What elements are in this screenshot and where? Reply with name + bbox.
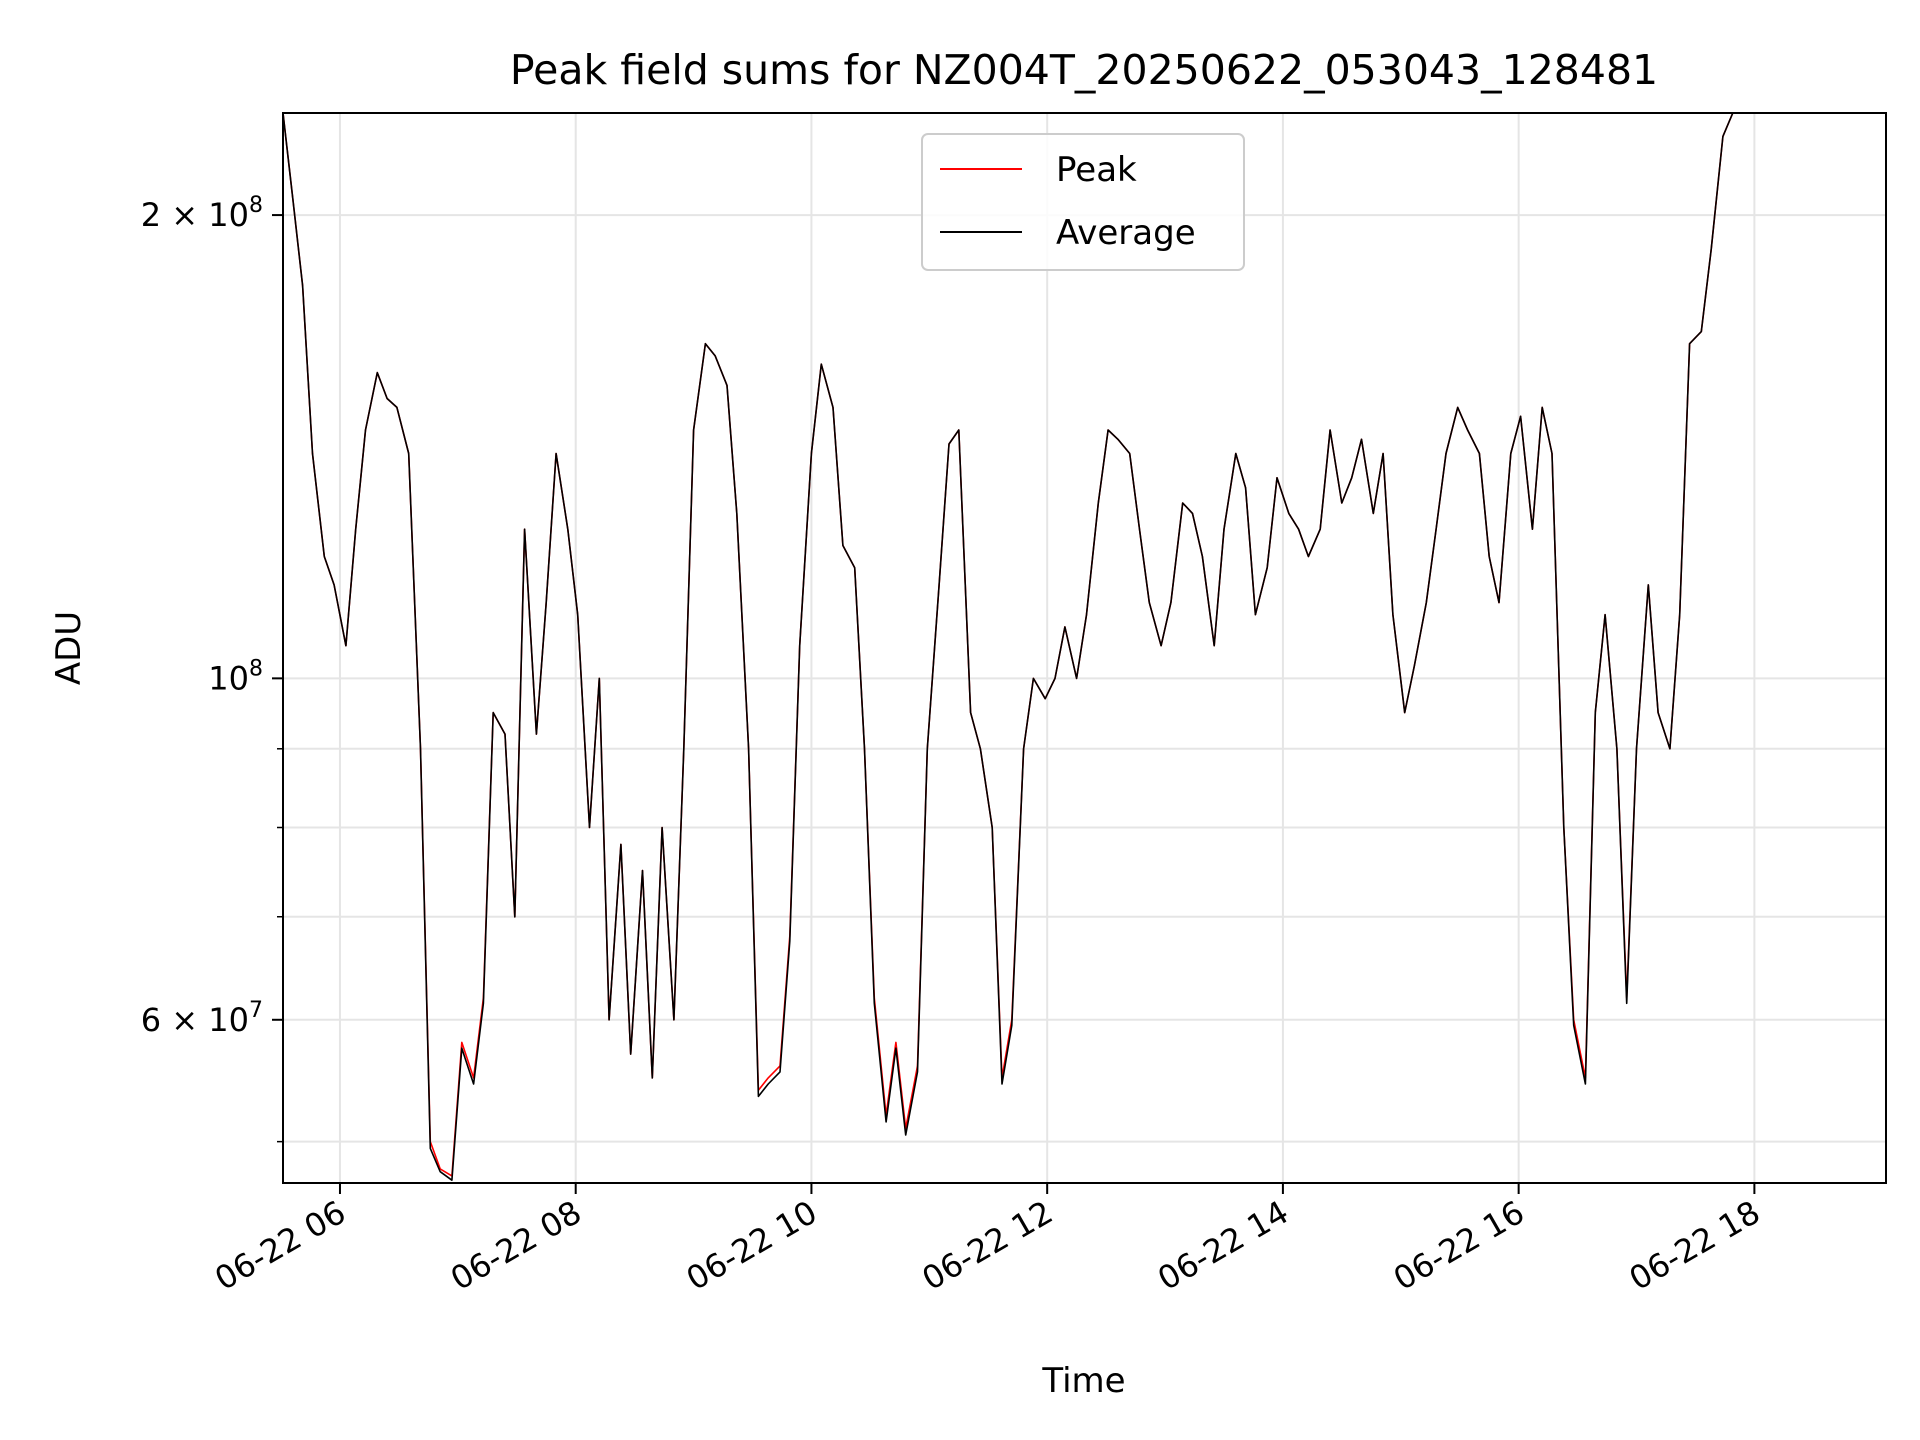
legend: Peak Average [921,133,1245,271]
y-axis: 6 × 107 108 2 × 108 [141,193,283,1143]
y-tick-label: 6 × 107 [141,998,263,1039]
series-line-average [283,113,1734,1181]
series-group [283,113,1734,1181]
x-axis-label: Time [1041,1361,1125,1401]
legend-label-average: Average [1056,213,1196,253]
y-tick-label: 108 [208,656,263,697]
plot-area [283,113,1734,1181]
y-tick-label: 2 × 108 [141,193,263,234]
plot-frame [282,112,1887,1184]
legend-label-peak: Peak [1056,150,1137,190]
y-axis-label: ADU [49,611,89,685]
chart-title: Peak field sums for NZ004T_20250622_0530… [510,46,1658,94]
